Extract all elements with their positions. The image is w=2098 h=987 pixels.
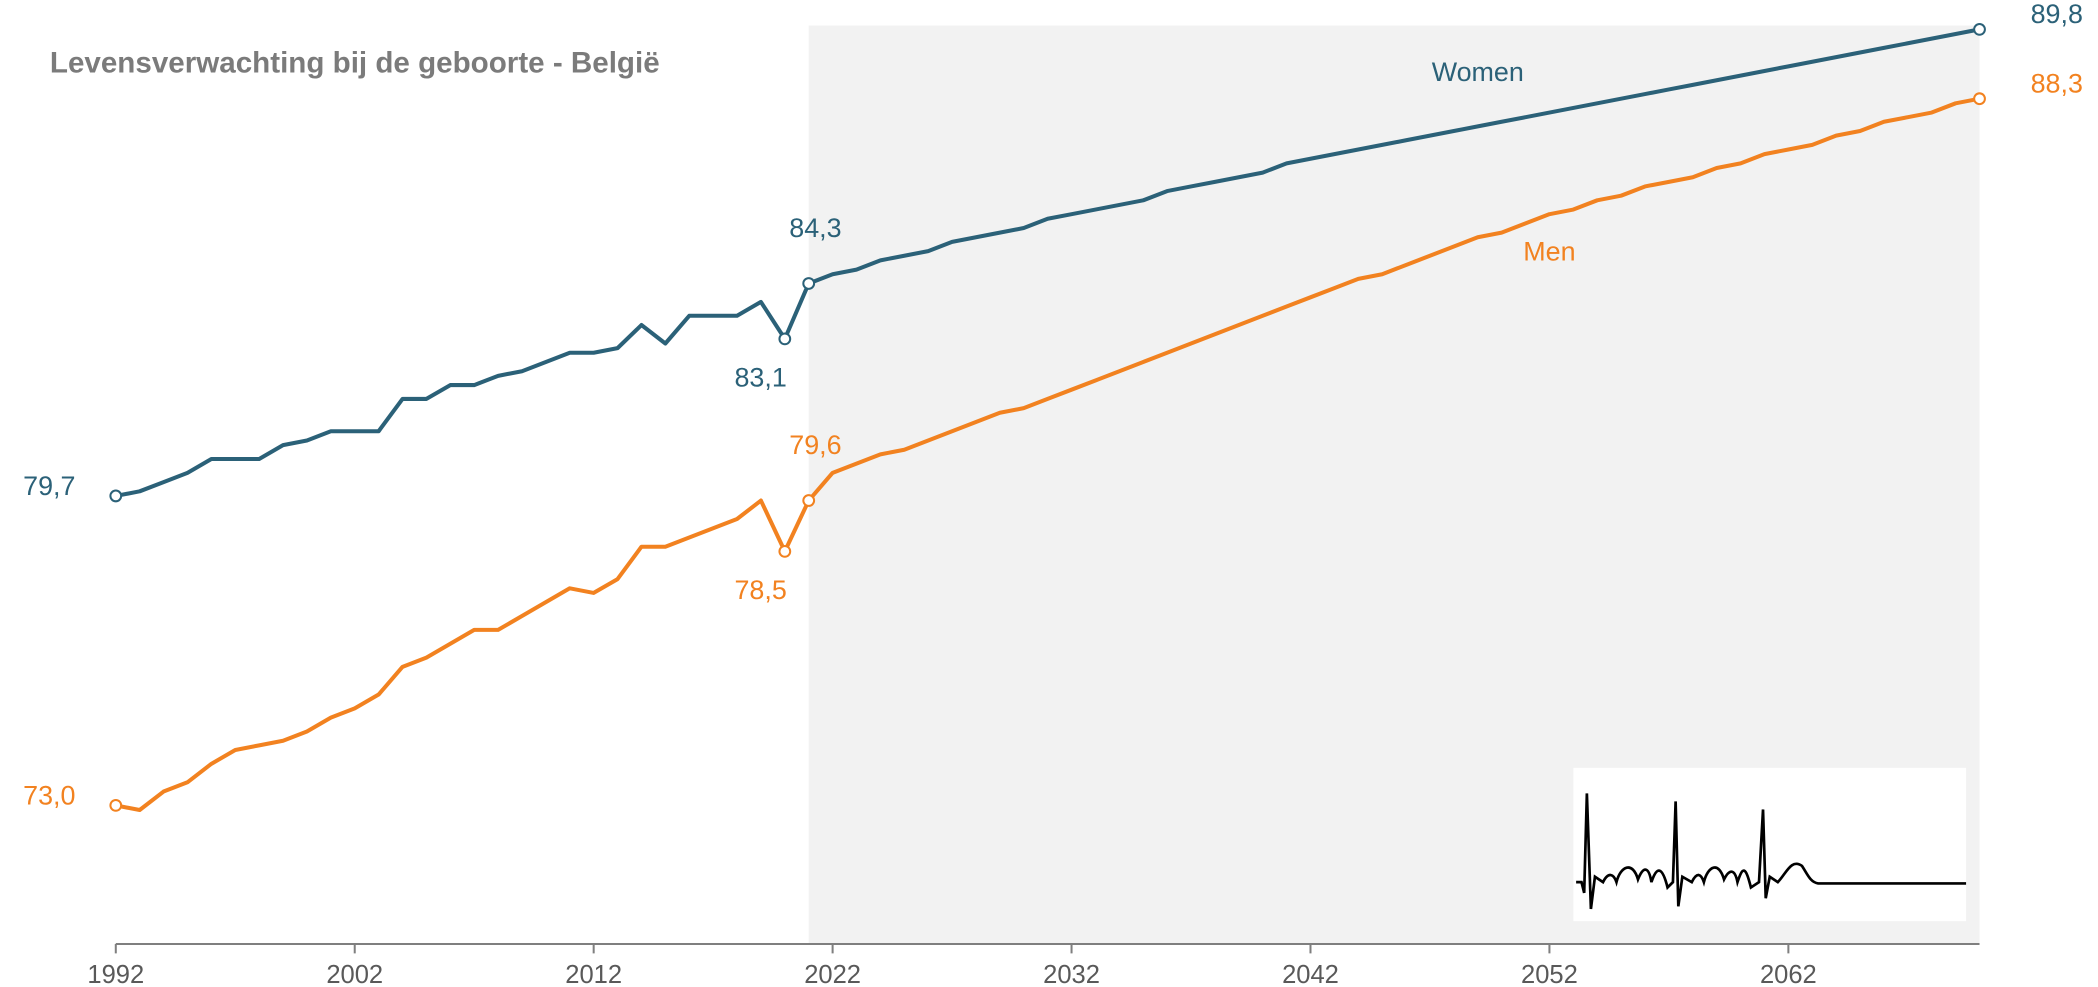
value-label: 73,0 (23, 780, 75, 810)
value-label: 78,5 (734, 575, 786, 605)
value-label: 89,8 (2031, 0, 2083, 29)
ecg-line (1576, 793, 1967, 910)
inset-box (1573, 767, 1967, 922)
point-marker (109, 489, 123, 503)
value-label: 79,6 (789, 430, 841, 460)
chart-title: Levensverwachting bij de geboorte - Belg… (50, 46, 660, 79)
point-marker (778, 544, 792, 558)
point-marker (778, 332, 792, 346)
series-line (115, 27, 1980, 498)
x-axis: 1992 2002 2012 2022 2032 2042 2052 2062 (87, 942, 1980, 987)
value-label: 84,3 (789, 213, 841, 243)
x-tick-label: 2012 (565, 961, 622, 987)
point-marker (802, 277, 816, 290)
x-tick-label: 2022 (804, 961, 861, 987)
series-line (115, 96, 1980, 813)
plot: 79,7 83,1 84,3 89,8 Women 73,0 78,5 79,6 88,3 Men (23, 0, 2083, 813)
x-tick-label: 2062 (1760, 961, 1817, 987)
point-marker (109, 799, 123, 812)
x-tick-label: 2052 (1521, 961, 1578, 987)
x-tick-label: 2032 (1043, 961, 1100, 987)
point-marker (802, 494, 816, 507)
point-marker (1973, 92, 1986, 106)
x-tick-label: 2002 (326, 961, 383, 987)
series-name: Men (1523, 236, 1575, 266)
inset-ecg (1573, 767, 1967, 922)
x-tick-label: 1992 (87, 961, 144, 987)
series-name: Women (1432, 57, 1524, 87)
value-label: 79,7 (23, 471, 75, 501)
value-label: 83,1 (734, 362, 786, 392)
point-marker (1973, 23, 1986, 36)
value-label: 88,3 (2031, 68, 2083, 98)
x-tick-label: 2042 (1282, 961, 1339, 987)
